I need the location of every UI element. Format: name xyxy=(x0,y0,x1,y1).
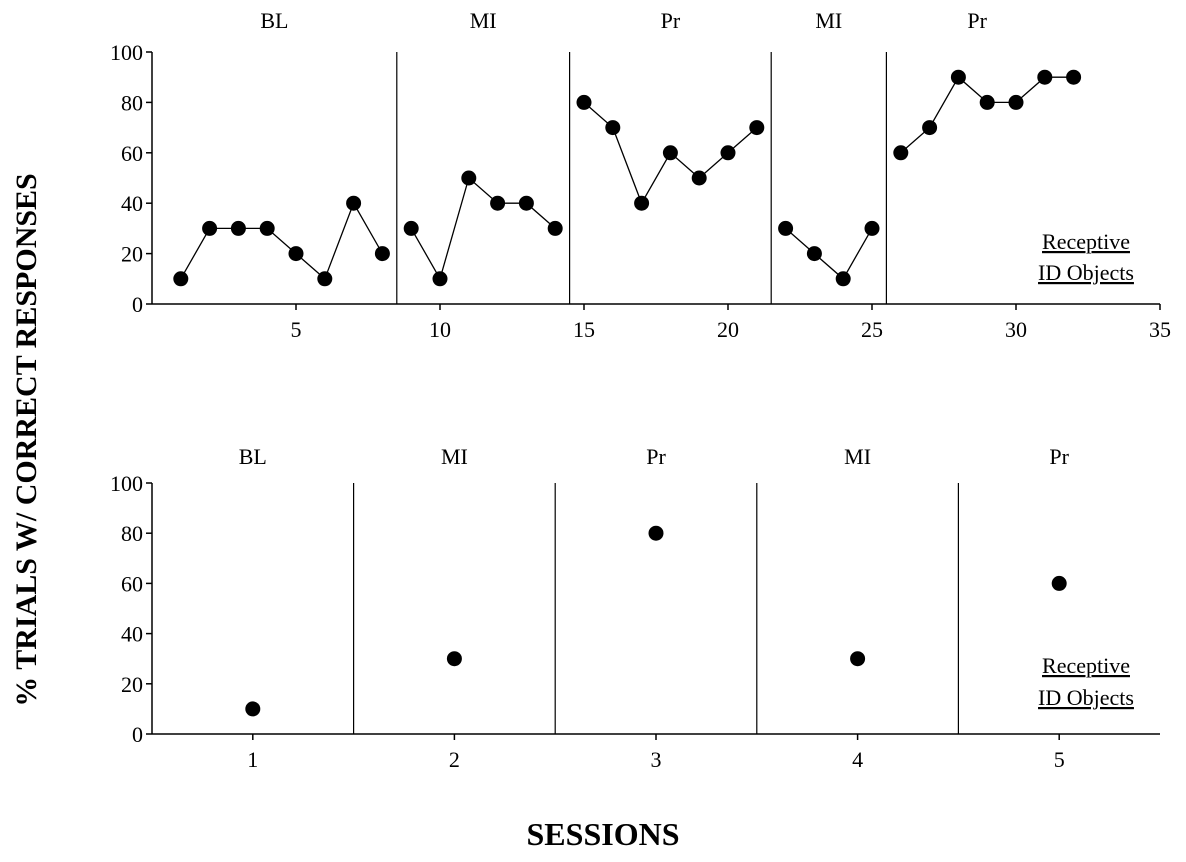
data-point xyxy=(432,271,448,287)
x-tick-label: 15 xyxy=(573,317,595,342)
phase-label: MI xyxy=(844,444,871,469)
x-tick-label: 20 xyxy=(717,317,739,342)
x-tick-label: 10 xyxy=(429,317,451,342)
series-line xyxy=(410,176,556,281)
x-tick-label: 30 xyxy=(1005,317,1027,342)
phase-label: Pr xyxy=(646,444,666,469)
data-point xyxy=(648,525,664,541)
series-line xyxy=(785,227,873,280)
y-tick-label: 60 xyxy=(121,141,143,166)
x-axis-label: SESSIONS xyxy=(527,816,680,852)
annotation-line-1: Receptive xyxy=(1042,229,1130,254)
data-point xyxy=(922,120,938,136)
data-point xyxy=(518,195,534,211)
phase-label: BL xyxy=(239,444,267,469)
phase-label: MI xyxy=(470,8,497,33)
data-point xyxy=(202,220,218,236)
data-point xyxy=(893,145,909,161)
data-point xyxy=(245,701,261,717)
data-point xyxy=(1008,94,1024,110)
data-point xyxy=(374,246,390,262)
y-tick-label: 100 xyxy=(110,40,143,65)
x-tick-label: 3 xyxy=(651,747,662,772)
data-point xyxy=(446,651,462,667)
phase-label: MI xyxy=(441,444,468,469)
data-point xyxy=(317,271,333,287)
data-point xyxy=(806,246,822,262)
series-line xyxy=(900,76,1074,154)
phase-label: MI xyxy=(815,8,842,33)
x-tick-label: 2 xyxy=(449,747,460,772)
chart-panel-2: 0 20 40 60 80 100 1 2 3 4 5 BL MI Pr MI Pr Receptive ID O… xyxy=(110,444,1160,772)
y-tick-label: 0 xyxy=(132,292,143,317)
series-line xyxy=(180,201,383,280)
x-tick-label: 5 xyxy=(1054,747,1065,772)
data-point xyxy=(230,220,246,236)
data-point xyxy=(576,94,592,110)
x-tick-label: 5 xyxy=(291,317,302,342)
y-tick-label: 40 xyxy=(121,622,143,647)
x-tick-label: 25 xyxy=(861,317,883,342)
phase-label: Pr xyxy=(967,8,987,33)
x-tick-label: 4 xyxy=(852,747,863,772)
annotation-line-2: ID Objects xyxy=(1038,260,1134,285)
data-point xyxy=(691,170,707,186)
data-point xyxy=(288,246,304,262)
annotation-line-1: Receptive xyxy=(1042,653,1130,678)
y-tick-label: 80 xyxy=(121,521,143,546)
data-point xyxy=(634,195,650,211)
phase-label: Pr xyxy=(1049,444,1069,469)
data-point xyxy=(864,220,880,236)
data-point xyxy=(403,220,419,236)
data-point xyxy=(490,195,506,211)
annotation-line-2: ID Objects xyxy=(1038,685,1134,710)
data-point xyxy=(720,145,736,161)
y-tick-label: 0 xyxy=(132,722,143,747)
data-point xyxy=(950,69,966,85)
data-point xyxy=(1037,69,1053,85)
data-point xyxy=(749,120,765,136)
data-point xyxy=(259,220,275,236)
phase-label: Pr xyxy=(661,8,681,33)
y-axis-label: % TRIALS W/ CORRECT RESPONSES xyxy=(10,173,43,707)
data-point xyxy=(1051,575,1067,591)
x-tick-label: 35 xyxy=(1149,317,1171,342)
y-tick-label: 100 xyxy=(110,471,143,496)
data-point xyxy=(778,220,794,236)
data-point xyxy=(605,120,621,136)
phase-label: BL xyxy=(260,8,288,33)
data-point xyxy=(1066,69,1082,85)
x-tick-label: 1 xyxy=(247,747,258,772)
data-point xyxy=(346,195,362,211)
data-point xyxy=(850,651,866,667)
data-point xyxy=(835,271,851,287)
data-point xyxy=(979,94,995,110)
y-tick-label: 20 xyxy=(121,672,143,697)
data-point xyxy=(461,170,477,186)
data-point xyxy=(662,145,678,161)
chart-panel-1: 0 20 40 60 80 100 5 10 15 20 25 30 35 BL MI Pr MI Pr Recep… xyxy=(110,8,1171,342)
y-tick-label: 60 xyxy=(121,571,143,596)
y-tick-label: 20 xyxy=(121,242,143,267)
y-tick-label: 80 xyxy=(121,90,143,115)
y-tick-label: 40 xyxy=(121,191,143,216)
data-point xyxy=(173,271,189,287)
data-point xyxy=(547,220,563,236)
